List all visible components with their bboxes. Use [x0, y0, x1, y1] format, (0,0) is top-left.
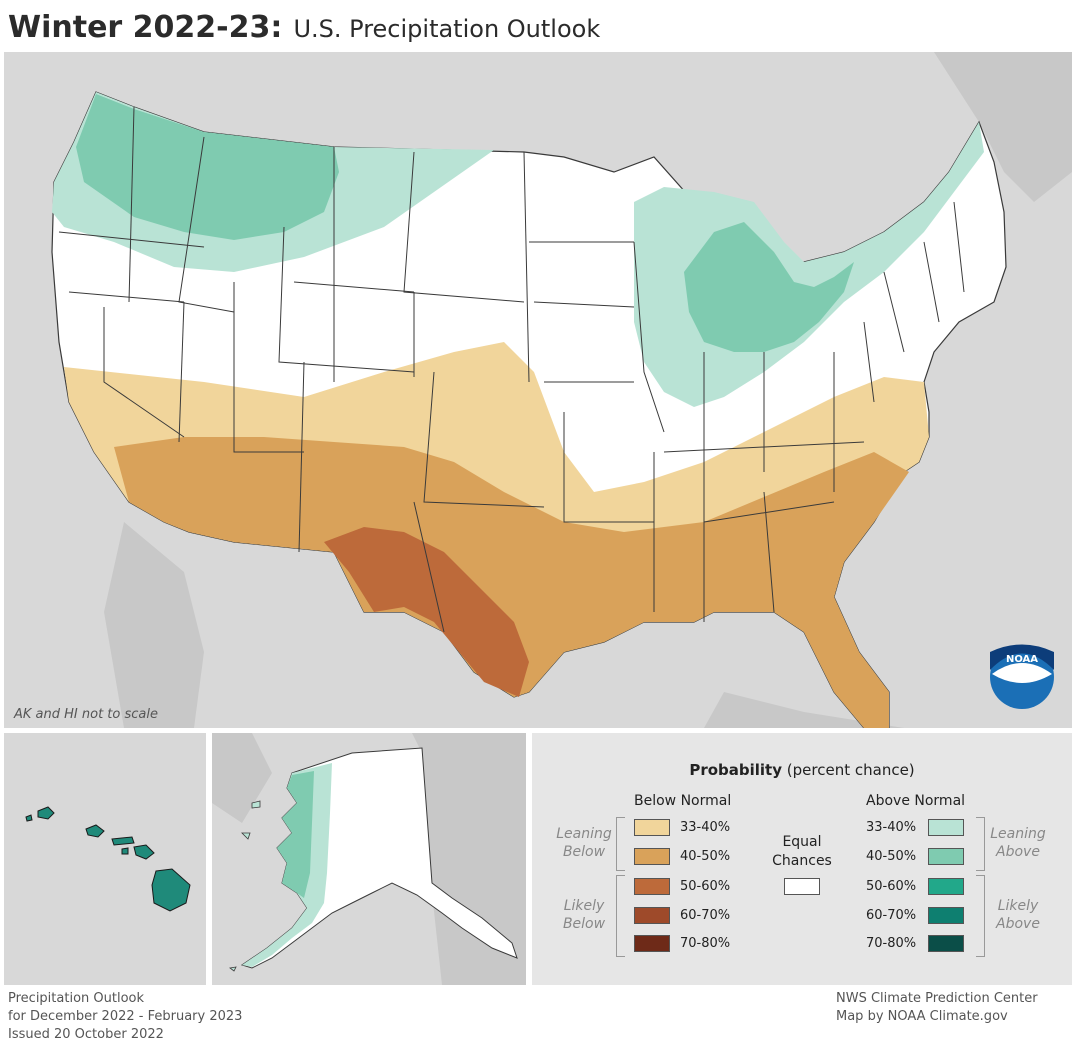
footer-left-line3: Issued 20 October 2022 [8, 1027, 164, 1042]
equal-chances-line2: Chances [772, 853, 832, 869]
above-60-70-label: 60-70% [866, 908, 917, 923]
swatch-below-60-70 [634, 907, 670, 924]
maui-island [133, 844, 155, 860]
leaning-below-label: Leaning Below [548, 825, 620, 861]
swatch-below-40-50 [634, 848, 670, 865]
legend-title-rest: (percent chance) [786, 761, 915, 779]
kauai-island [37, 806, 55, 820]
likely-above-bracket [976, 875, 985, 957]
gulf-land [704, 692, 904, 728]
noaa-logo: NOAA [990, 644, 1054, 709]
scale-note: AK and HI not to scale [14, 707, 158, 722]
hawaii-inset [4, 733, 206, 985]
footer-outline-info: Precipitation Outlook for December 2022 … [8, 990, 242, 1044]
map-title: Winter 2022-23: U.S. Precipitation Outlo… [8, 10, 600, 45]
above-70-80-label: 70-80% [866, 936, 917, 951]
below-60-70-label: 60-70% [680, 908, 731, 923]
below-40-50-label: 40-50% [680, 849, 731, 864]
title-main: Winter 2022-23: [8, 10, 283, 45]
above-33-40-label: 33-40% [866, 820, 917, 835]
likely-above-label: Likely Above [982, 897, 1054, 933]
footer-right-line1: NWS Climate Prediction Center [836, 991, 1038, 1006]
conus-map: NOAA [4, 52, 1072, 728]
alaska-inset-svg [212, 733, 526, 985]
russia-land [212, 733, 272, 823]
big-island [151, 868, 191, 912]
below-33-40-label: 33-40% [680, 820, 731, 835]
swatch-above-40-50 [928, 848, 964, 865]
likely-below-label: Likely Below [548, 897, 620, 933]
swatch-below-70-80 [634, 935, 670, 952]
swatch-below-50-60 [634, 878, 670, 895]
likely-below-line1: Likely [563, 898, 605, 914]
canada-east-land [934, 52, 1072, 202]
likely-above-line2: Above [996, 916, 1040, 932]
swatch-above-70-80 [928, 935, 964, 952]
swatch-equal-chances [784, 878, 820, 895]
oahu-island [85, 824, 105, 838]
above-40-50-northwest [76, 94, 339, 240]
footer-credits: NWS Climate Prediction Center Map by NOA… [836, 990, 1038, 1026]
leaning-above-line1: Leaning [990, 826, 1046, 842]
footer-left-line1: Precipitation Outlook [8, 991, 145, 1006]
niihau-island [25, 814, 33, 822]
leaning-below-line2: Below [562, 844, 606, 860]
swatch-above-60-70 [928, 907, 964, 924]
above-50-60-label: 50-60% [866, 879, 917, 894]
below-normal-header: Below Normal [634, 793, 732, 809]
canada-west-land [412, 733, 526, 985]
swatch-below-33-40 [634, 819, 670, 836]
above-40-50-east [684, 222, 854, 352]
equal-chances-line1: Equal [782, 834, 822, 850]
leaning-above-bracket [976, 817, 985, 871]
below-50-60-label: 50-60% [680, 879, 731, 894]
alaska-islands [229, 800, 261, 972]
lanai-island [121, 847, 129, 855]
below-40-50-region [114, 437, 909, 728]
equal-chances-label: Equal Chances [764, 833, 840, 871]
footer-right-line2: Map by NOAA Climate.gov [836, 1009, 1008, 1024]
leaning-below-line1: Leaning [556, 826, 612, 842]
likely-above-line1: Likely [997, 898, 1039, 914]
above-normal-header: Above Normal [866, 793, 966, 809]
likely-below-line2: Below [562, 916, 606, 932]
legend-title: Probability (percent chance) [532, 761, 1072, 779]
title-sub: U.S. Precipitation Outlook [293, 15, 601, 43]
legend-panel: Probability (percent chance) Below Norma… [532, 733, 1072, 985]
molokai-island [111, 836, 135, 846]
leaning-below-bracket [616, 817, 625, 871]
above-40-50-label: 40-50% [866, 849, 917, 864]
likely-below-bracket [616, 875, 625, 957]
swatch-above-33-40 [928, 819, 964, 836]
alaska-above-40-50 [277, 771, 314, 898]
baja-land [104, 522, 204, 728]
conus-map-svg: NOAA [4, 52, 1072, 728]
leaning-above-line2: Above [996, 844, 1040, 860]
below-70-80-label: 70-80% [680, 936, 731, 951]
footer-left-line2: for December 2022 - February 2023 [8, 1009, 243, 1024]
below-50-60-region [324, 527, 529, 697]
state-boundaries [58, 106, 965, 633]
hawaii-islands [25, 806, 191, 912]
swatch-above-50-60 [928, 878, 964, 895]
noaa-logo-text: NOAA [1006, 654, 1038, 665]
alaska-inset [212, 733, 526, 985]
legend-title-bold: Probability [689, 761, 783, 779]
leaning-above-label: Leaning Above [982, 825, 1054, 861]
hawaii-inset-svg [4, 733, 206, 985]
